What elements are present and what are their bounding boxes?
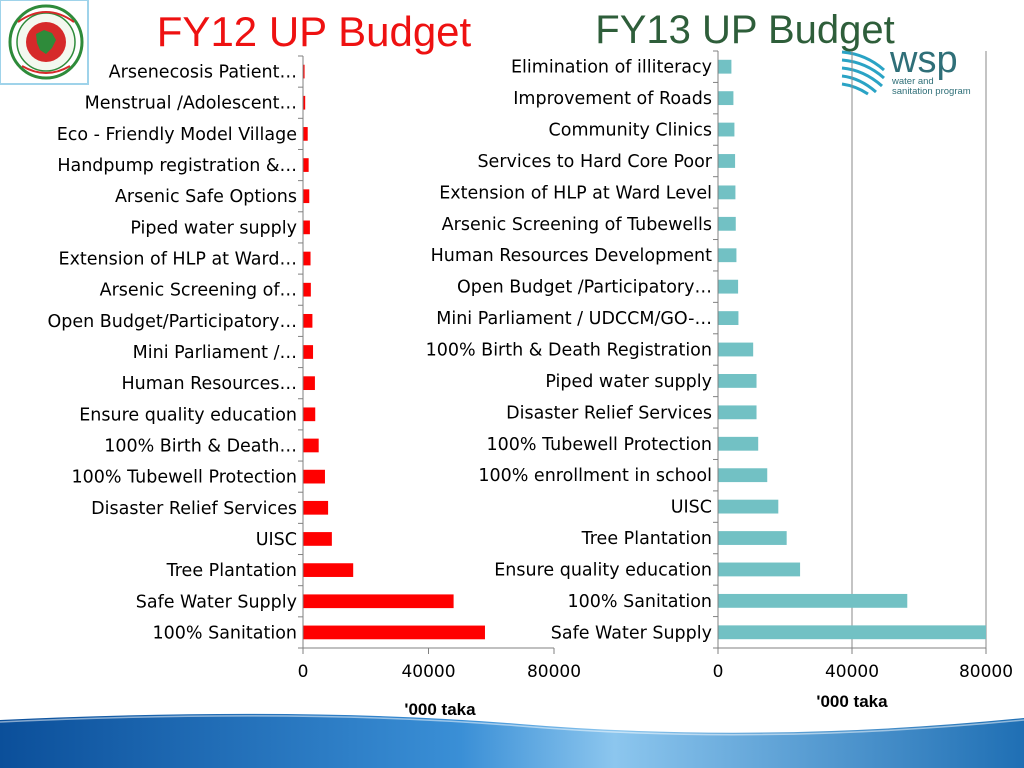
category-label: Services to Hard Core Poor (477, 152, 712, 172)
bar (303, 127, 308, 141)
bar (303, 220, 310, 235)
category-label: Extension of HLP at Ward… (59, 250, 297, 270)
category-label: Open Budget /Participatory… (457, 278, 712, 298)
category-label: Ensure quality education (494, 560, 712, 580)
category-label: Mini Parliament / UDCCM/GO-… (436, 309, 712, 329)
bar (303, 625, 485, 640)
category-label: 100% enrollment in school (478, 466, 712, 486)
x-tick-label: 40000 (825, 662, 879, 682)
category-label: 100% Sanitation (153, 623, 298, 643)
category-label: Mini Parliament /… (133, 343, 297, 363)
category-label: Arsenic Screening of… (100, 281, 297, 301)
bar (718, 185, 736, 200)
bar (303, 313, 313, 328)
category-label: Arsenic Safe Options (115, 187, 297, 207)
category-label: 100% Birth & Death Registration (426, 341, 712, 361)
bar (718, 562, 801, 577)
x-axis-title: '000 taka (404, 700, 476, 719)
category-label: Piped water supply (130, 218, 297, 238)
bar (303, 95, 306, 110)
chart-title-fy13: FY13 UP Budget (595, 8, 894, 52)
bar (303, 376, 315, 391)
bar (718, 122, 735, 137)
category-label: Arsenecosis Patient… (109, 63, 297, 83)
bar (718, 531, 787, 545)
bar (718, 499, 779, 514)
bar (718, 405, 757, 420)
category-label: Tree Plantation (581, 529, 712, 549)
category-label: 100% Sanitation (568, 592, 713, 612)
fy13-bar-chart: Elimination of illiteracy Improvement of … (426, 50, 1013, 711)
bar (718, 248, 737, 263)
category-label: UISC (671, 498, 712, 518)
wsp-logo-wordmark: wsp (889, 39, 958, 81)
bar (718, 311, 739, 325)
bar (718, 59, 732, 74)
government-emblem-logo (0, 0, 89, 85)
x-axis-title: '000 taka (816, 692, 888, 711)
bar (303, 500, 329, 515)
category-label: Safe Water Supply (551, 623, 712, 643)
x-tick-label: 0 (713, 662, 724, 682)
bar (718, 91, 734, 106)
category-label: 100% Tubewell Protection (487, 435, 713, 455)
category-label: Arsenic Screening of Tubewells (442, 215, 712, 235)
bar (303, 532, 332, 546)
bar (718, 436, 759, 451)
wsp-logo-tagline-1: water and (891, 76, 934, 87)
category-label: Elimination of illiteracy (511, 58, 712, 78)
bar (718, 374, 757, 388)
category-label: 100% Tubewell Protection (72, 468, 298, 488)
category-label: Extension of HLP at Ward Level (439, 183, 712, 203)
category-label: Human Resources Development (431, 246, 713, 266)
x-tick-label: 0 (298, 662, 309, 682)
category-label: Piped water supply (545, 372, 712, 392)
category-label: Menstrual /Adolescent… (85, 94, 297, 114)
bar (303, 469, 325, 484)
chart-title-fy12: FY12 UP Budget (157, 8, 472, 55)
bar (303, 158, 309, 172)
category-label: Community Clinics (549, 121, 712, 141)
bar (718, 279, 739, 294)
category-label: Handpump registration &… (57, 156, 297, 176)
footer-band (0, 713, 1024, 768)
bar (303, 64, 305, 79)
x-tick-label: 80000 (959, 662, 1013, 682)
bar (718, 154, 736, 168)
wsp-wave-icon (841, 50, 885, 96)
category-label: Disaster Relief Services (91, 499, 297, 519)
category-label: Eco - Friendly Model Village (57, 125, 297, 145)
bar (303, 438, 319, 453)
category-label: Improvement of Roads (513, 89, 712, 109)
bar (303, 407, 316, 422)
category-label: UISC (256, 530, 297, 550)
category-label: Ensure quality education (79, 405, 297, 425)
bar (303, 251, 311, 266)
wsp-logo: wsp water and sanitation program (841, 39, 971, 97)
category-label: Human Resources… (121, 374, 297, 394)
bar (303, 594, 454, 609)
category-label: Open Budget/Participatory… (48, 312, 298, 332)
fy12-bar-chart: Arsenecosis Patient… Menstrual /Adolescen… (48, 55, 581, 719)
bar (303, 282, 311, 297)
bar (718, 468, 768, 483)
category-label: Safe Water Supply (136, 592, 297, 612)
x-tick-label: 80000 (527, 662, 581, 682)
category-label: 100% Birth & Death… (104, 436, 297, 456)
bar (303, 563, 354, 577)
bar (718, 342, 754, 357)
category-label: Disaster Relief Services (506, 403, 712, 423)
bar (718, 593, 908, 608)
x-tick-label: 40000 (401, 662, 455, 682)
bar (303, 189, 310, 204)
bar (718, 625, 986, 640)
wsp-logo-tagline-2: sanitation program (892, 86, 971, 97)
bar (718, 216, 736, 231)
bar (303, 345, 314, 359)
category-label: Tree Plantation (166, 561, 297, 581)
